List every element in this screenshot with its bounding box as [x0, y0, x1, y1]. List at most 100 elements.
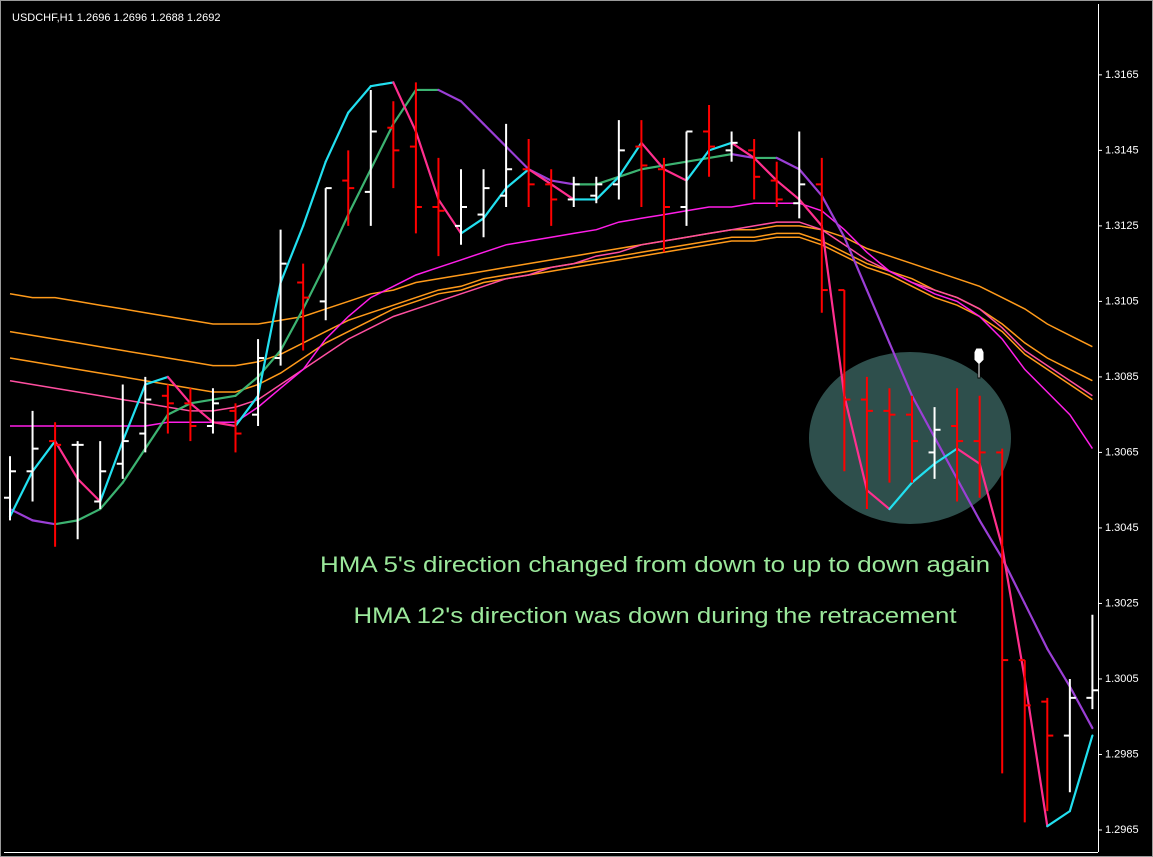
bars-layer: [4, 82, 1099, 823]
hma-segment: [1046, 810, 1071, 828]
hma-segment: [617, 168, 643, 178]
y-tick-label: 1.3085: [1105, 371, 1139, 383]
hma-segment: [730, 153, 756, 160]
hma-segment: [234, 394, 260, 428]
y-tick-label: 1.3105: [1105, 295, 1139, 307]
hma-segment: [1068, 734, 1094, 813]
hma-segment: [955, 447, 981, 465]
hma-segment: [437, 88, 463, 103]
hma-segment: [753, 156, 778, 182]
hma-segment: [256, 281, 282, 397]
hma-segment: [1023, 677, 1049, 828]
hma-segment: [1068, 685, 1094, 730]
hma-segment: [234, 375, 260, 397]
highlight-ellipse: [809, 352, 1011, 524]
hma-segment: [820, 194, 846, 239]
hma-segment: [843, 236, 869, 292]
hma-segment: [865, 489, 891, 511]
hma-segment: [617, 141, 643, 178]
hma-segment: [369, 122, 395, 171]
hma-segment: [121, 447, 147, 484]
hma-segment: [707, 141, 733, 152]
hma-segment: [775, 156, 801, 171]
hma-segment: [482, 187, 508, 220]
hma-segment: [640, 141, 666, 171]
hma-segment: [933, 436, 959, 480]
y-tick-label: 1.3165: [1105, 69, 1139, 81]
hma-segment: [595, 175, 620, 201]
hma-segment: [482, 122, 508, 148]
hma-segment: [730, 141, 756, 160]
hma-segment: [550, 179, 575, 186]
hma-segment: [955, 477, 981, 522]
hma-segment: [888, 341, 914, 397]
y-tick-label: 1.3025: [1105, 597, 1139, 609]
hma-segment: [347, 85, 372, 114]
y-tick-label: 1.3065: [1105, 446, 1139, 458]
hma-segment: [166, 402, 192, 416]
hma-segment: [978, 519, 1004, 560]
hma-segment: [798, 198, 823, 227]
annotation: HMA 5's direction changed from down to u…: [320, 552, 990, 577]
hma-segment: [31, 439, 57, 473]
hma-segment: [302, 262, 327, 311]
hma-segment: [347, 168, 372, 216]
hma-segment: [144, 375, 169, 386]
hma-segment: [933, 447, 959, 465]
moving-average-line: [9, 225, 1093, 348]
y-tick-label: 1.3005: [1105, 673, 1139, 685]
hma-segment: [166, 375, 192, 405]
hma-segment: [76, 477, 102, 503]
hma-segment: [978, 462, 1004, 548]
hma-segment: [550, 183, 575, 201]
hma-segment: [437, 198, 463, 235]
hma-segment: [279, 307, 305, 352]
hma-segment: [798, 168, 823, 197]
hma-segment: [189, 398, 215, 405]
axis-layer: 1.2965 1.2985 1.3005 1.3025 1.3045 1.3065 1.30…: [1098, 69, 1139, 836]
hma-segment: [324, 213, 350, 265]
hma-segment: [820, 224, 846, 397]
hma-segment: [595, 175, 620, 186]
hma-segment: [121, 383, 147, 443]
hma-segment: [459, 100, 485, 126]
y-tick-label: 1.2965: [1105, 824, 1139, 836]
y-tick-label: 1.3145: [1105, 144, 1139, 156]
hma-segment: [865, 288, 891, 345]
y-tick-label: 1.3045: [1105, 522, 1139, 534]
hma-segment: [99, 481, 124, 511]
hma-layer: [8, 81, 1094, 828]
hma-segment: [527, 168, 553, 186]
hma-segment: [392, 81, 417, 133]
hma-segment: [279, 224, 305, 284]
hma-segment: [189, 402, 215, 424]
hma-segment: [414, 130, 440, 201]
hma-segment: [211, 394, 237, 401]
hma-segment: [775, 179, 801, 201]
hma-segment: [505, 145, 530, 171]
hma-segment: [662, 168, 688, 182]
hma-segment: [685, 156, 711, 163]
hma-segment: [144, 413, 169, 450]
hma-segment: [685, 149, 711, 182]
hma-segment: [910, 394, 936, 439]
y-tick-label: 1.2985: [1105, 748, 1139, 760]
hma-segment: [888, 481, 914, 511]
moving-average-line: [9, 236, 1093, 401]
hma-segment: [76, 507, 102, 522]
hma-segment: [1023, 602, 1049, 650]
annotation: HMA 12's direction was down during the r…: [354, 603, 957, 628]
hma-segment: [8, 470, 34, 518]
hma-segment: [99, 439, 124, 503]
y-tick-label: 1.3125: [1105, 220, 1139, 232]
hma-segment: [707, 153, 733, 160]
hma-segment: [1046, 647, 1071, 688]
hma-segment: [505, 168, 530, 190]
hma-segment: [302, 160, 327, 227]
hma-segment: [369, 81, 395, 88]
chart-title: USDCHF,H1 1.2696 1.2696 1.2688 1.2692: [12, 12, 221, 24]
cursor-icon: [973, 347, 985, 379]
hma-segment: [1001, 545, 1026, 681]
hma-segment: [211, 421, 237, 428]
